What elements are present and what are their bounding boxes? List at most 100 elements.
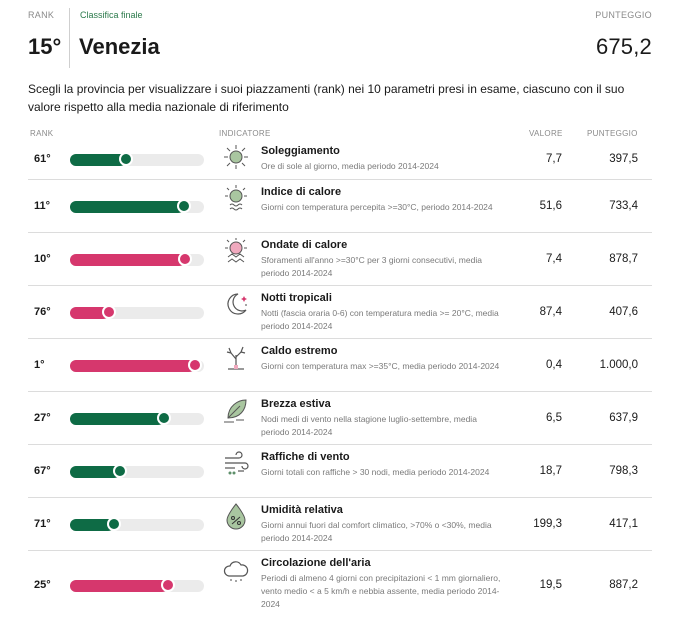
dry-tree-icon xyxy=(222,343,250,371)
indicator-description: Giorni con temperatura max >=35°C, media… xyxy=(261,361,500,371)
table-row[interactable]: 10° Ondate di calore Sforamenti all'anno >… xyxy=(28,234,652,286)
row-rank: 1° xyxy=(34,359,45,371)
score-label: PUNTEGGIO xyxy=(595,10,652,20)
rank-bar-knob xyxy=(157,411,171,425)
indicator-text: Raffiche di vento Giorni totali con raffi… xyxy=(261,450,501,479)
indicator-score: 733,4 xyxy=(609,200,638,212)
rank-bar-fill xyxy=(70,466,120,478)
rank-bar-knob xyxy=(161,578,175,592)
heat-sun-icon xyxy=(222,184,250,212)
indicator-description: Sforamenti all'anno >=30°C per 3 giorni … xyxy=(261,255,482,278)
rank-bar xyxy=(70,464,204,478)
rank-bar-fill xyxy=(70,519,114,531)
table-row[interactable]: 67° Raffiche di vento Giorni totali con ra… xyxy=(28,446,652,498)
indicator-text: Umidità relativa Giorni annui fuori dal c… xyxy=(261,503,501,545)
indicator-text: Brezza estiva Nodi medi di vento nella st… xyxy=(261,397,501,439)
wind-gust-icon xyxy=(222,449,250,477)
row-rank: 67° xyxy=(34,465,51,477)
leaf-wind-icon xyxy=(222,396,250,424)
table-row[interactable]: 27° Brezza estiva Nodi medi di vento nella… xyxy=(28,393,652,445)
rank-bar-fill xyxy=(70,580,168,592)
rank-bar xyxy=(70,152,204,166)
rank-bar-fill xyxy=(70,154,126,166)
indicator-value: 0,4 xyxy=(546,359,562,371)
rank-bar-knob xyxy=(113,464,127,478)
indicator-value: 6,5 xyxy=(546,412,562,424)
row-rank: 76° xyxy=(34,306,51,318)
table-row[interactable]: 1° Caldo estremo Giorni con temperatura ma… xyxy=(28,340,652,392)
heatwave-icon xyxy=(222,237,250,265)
province-name[interactable]: Venezia xyxy=(79,34,160,59)
rank-bar-knob xyxy=(102,305,116,319)
indicator-title: Soleggiamento xyxy=(261,145,340,157)
overall-score: 675,2 xyxy=(595,34,652,59)
rank-bar xyxy=(70,199,204,213)
classification-label: Classifica finale xyxy=(80,10,143,20)
moon-stars-icon xyxy=(222,290,250,318)
indicator-title: Circolazione dell'aria xyxy=(261,557,371,569)
indicator-title: Ondate di calore xyxy=(261,239,348,251)
indicator-title: Raffiche di vento xyxy=(261,451,350,463)
rank-bar-fill xyxy=(70,307,109,319)
rank-bar xyxy=(70,358,204,372)
table-row[interactable]: 11° Indice di calore Giorni con temperatur… xyxy=(28,181,652,233)
indicator-description: Periodi di almeno 4 giorni con precipita… xyxy=(261,573,501,609)
indicator-value: 18,7 xyxy=(539,465,562,477)
row-rank: 27° xyxy=(34,412,51,424)
col-indicator-header: INDICATORE xyxy=(219,129,271,138)
col-value-header: VALORE xyxy=(529,129,563,138)
indicator-description: Nodi medi di vento nella stagione luglio… xyxy=(261,414,477,437)
rank-bar-knob xyxy=(119,152,133,166)
indicator-score: 417,1 xyxy=(609,518,638,530)
rank-bar-fill xyxy=(70,201,184,213)
indicator-value: 19,5 xyxy=(539,579,562,591)
table-row[interactable]: 71° Umidità relativa Giorni annui fuori da… xyxy=(28,499,652,551)
table-row[interactable]: 25° Circolazione dell'aria Periodi di alme… xyxy=(28,552,652,619)
rank-bar xyxy=(70,517,204,531)
indicator-score: 637,9 xyxy=(609,412,638,424)
indicator-text: Ondate di calore Sforamenti all'anno >=30… xyxy=(261,238,501,280)
indicator-title: Brezza estiva xyxy=(261,398,331,410)
indicator-value: 87,4 xyxy=(539,306,562,318)
indicator-title: Notti tropicali xyxy=(261,292,332,304)
sun-icon xyxy=(222,143,250,171)
col-score-header: PUNTEGGIO xyxy=(587,129,638,138)
rank-bar xyxy=(70,252,204,266)
row-rank: 10° xyxy=(34,253,51,265)
indicator-score: 798,3 xyxy=(609,465,638,477)
rank-bar xyxy=(70,578,204,592)
indicator-score: 407,6 xyxy=(609,306,638,318)
table-header: RANK INDICATORE VALORE PUNTEGGIO xyxy=(28,129,652,141)
rank-bar-knob xyxy=(178,252,192,266)
table-row[interactable]: 61° Soleggiamento Ore di sole al giorno, m… xyxy=(28,140,652,180)
rank-bar xyxy=(70,305,204,319)
indicator-score: 878,7 xyxy=(609,253,638,265)
indicator-score: 1.000,0 xyxy=(599,359,638,371)
indicator-description: Giorni annui fuori dal comfort climatico… xyxy=(261,520,492,543)
summary-labels: RANK Classifica finale PUNTEGGIO xyxy=(28,10,652,24)
indicator-text: Notti tropicali Notti (fascia oraria 0-6)… xyxy=(261,291,501,333)
indicator-title: Caldo estremo xyxy=(261,345,338,357)
indicator-description: Giorni totali con raffiche > 30 nodi, me… xyxy=(261,467,490,477)
rank-label: RANK xyxy=(28,10,55,20)
rank-bar-knob xyxy=(107,517,121,531)
intro-text: Scegli la provincia per visualizzare i s… xyxy=(28,82,625,114)
indicator-title: Indice di calore xyxy=(261,186,342,198)
rank-bar-knob xyxy=(177,199,191,213)
indicator-value: 7,4 xyxy=(546,253,562,265)
header-divider xyxy=(69,8,70,68)
row-rank: 25° xyxy=(34,579,51,591)
col-rank-header: RANK xyxy=(30,129,54,138)
indicator-text: Indice di calore Giorni con temperatura p… xyxy=(261,185,501,214)
rank-bar-fill xyxy=(70,254,185,266)
rank-bar-knob xyxy=(188,358,202,372)
indicator-text: Caldo estremo Giorni con temperatura max … xyxy=(261,344,501,373)
rank-bar-fill xyxy=(70,413,164,425)
rank-bar xyxy=(70,411,204,425)
humidity-drop-icon xyxy=(222,502,250,530)
rank-bar-fill xyxy=(70,360,195,372)
indicator-description: Notti (fascia oraria 0-6) con temperatur… xyxy=(261,308,499,331)
row-rank: 61° xyxy=(34,153,51,165)
table-row[interactable]: 76° Notti tropicali Notti (fascia oraria 0… xyxy=(28,287,652,339)
cloud-air-icon xyxy=(222,556,250,584)
